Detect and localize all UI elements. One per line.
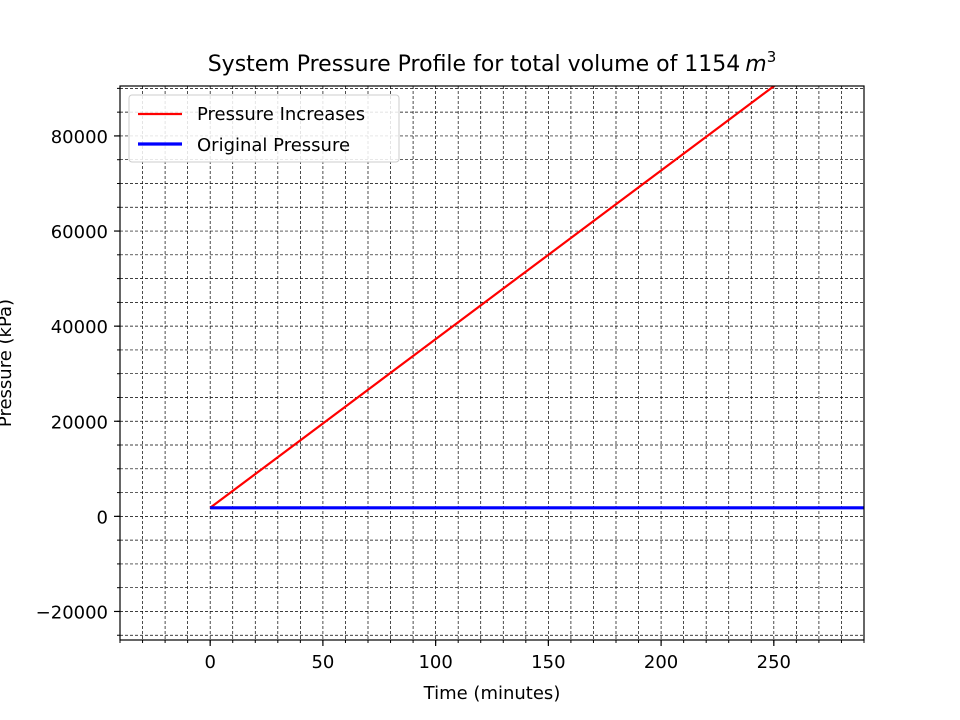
y-tick-label: 40000 xyxy=(51,317,108,338)
x-tick-label: 200 xyxy=(644,652,678,673)
y-tick-label: 20000 xyxy=(51,412,108,433)
chart-title: System Pressure Profile for total volume… xyxy=(208,48,777,77)
legend-label-pressure-increases: Pressure Increases xyxy=(197,104,365,125)
y-tick-label: 60000 xyxy=(51,222,108,243)
y-tick-label: 80000 xyxy=(51,127,108,148)
x-tick-label: 0 xyxy=(204,652,215,673)
x-tick-label: 50 xyxy=(311,652,334,673)
series-layer xyxy=(209,86,864,510)
axis-ticks: 0 50 100 150 200 250 −20000 0 20000 40000 60000 800… xyxy=(36,87,865,673)
legend-box xyxy=(128,94,400,163)
y-axis-title: Pressure (kPa) xyxy=(0,299,16,427)
x-tick-label: 250 xyxy=(757,652,791,673)
series-line-pressure-increases xyxy=(209,86,776,509)
legend-label-original-pressure: Original Pressure xyxy=(197,135,350,156)
y-tick-label: −20000 xyxy=(36,602,108,623)
x-axis-title: Time (minutes) xyxy=(423,683,561,704)
x-tick-label: 100 xyxy=(418,652,452,673)
grid xyxy=(119,86,865,640)
legend: Pressure Increases Original Pressure xyxy=(128,94,400,163)
x-tick-label: 150 xyxy=(531,652,565,673)
plot-frame xyxy=(119,85,865,641)
y-tick-label: 0 xyxy=(97,507,108,528)
